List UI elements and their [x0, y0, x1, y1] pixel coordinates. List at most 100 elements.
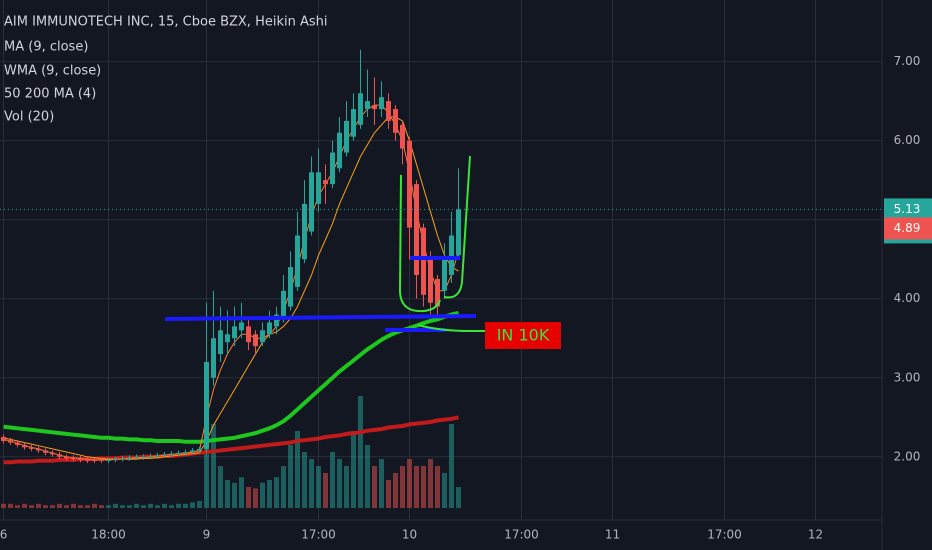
- volume-bar: [379, 459, 384, 508]
- candle-body: [253, 334, 258, 347]
- legend-entry: 50 200 MA (4): [4, 87, 96, 102]
- freehand-stroke: [417, 324, 486, 332]
- candle-body: [1, 437, 6, 441]
- volume-bar: [232, 482, 237, 508]
- volume-bar: [330, 452, 335, 508]
- volume-bar: [414, 466, 419, 508]
- volume-bar: [393, 473, 398, 508]
- volume-bar: [456, 487, 461, 508]
- volume-bar: [421, 466, 426, 508]
- volume-bar: [190, 502, 195, 508]
- volume-bar: [407, 459, 412, 508]
- price-tag-label: 5.13: [894, 202, 921, 216]
- volume-bar: [43, 505, 48, 508]
- candle-body: [106, 459, 111, 461]
- candle-body: [428, 259, 433, 303]
- volume-bar: [155, 505, 160, 508]
- legend-entry: Vol (20): [4, 110, 54, 125]
- freehand-stroke: [398, 174, 441, 313]
- candle-body: [99, 459, 104, 461]
- candle-body: [344, 120, 349, 153]
- x-tick-label: 17:00: [707, 528, 742, 542]
- legend-entry: WMA (9, close): [4, 64, 101, 79]
- y-tick-label: 2.00: [894, 449, 921, 463]
- volume-bar: [295, 431, 300, 508]
- candle-body: [15, 442, 20, 445]
- candle-body: [393, 109, 398, 133]
- volume-bar: [8, 503, 13, 508]
- indicator-line: [3, 116, 459, 460]
- candle-body: [351, 109, 356, 137]
- candle-body: [211, 338, 216, 378]
- candle-body: [29, 447, 34, 449]
- volume-bar: [428, 459, 433, 508]
- y-tick-label: 3.00: [894, 370, 921, 384]
- volume-bar: [365, 445, 370, 508]
- volume-bar: [302, 452, 307, 508]
- volume-bar: [309, 459, 314, 508]
- candle-body: [57, 454, 62, 457]
- candle-body: [337, 132, 342, 169]
- volume-bar: [449, 424, 454, 508]
- candle-body: [435, 278, 440, 307]
- volume-bar: [134, 503, 139, 508]
- candle-body: [400, 124, 405, 149]
- candle-body: [43, 450, 48, 453]
- volume-bar: [260, 482, 265, 508]
- volume-bar: [176, 503, 181, 508]
- x-tick-label: 9: [203, 528, 211, 542]
- freehand-stroke: [443, 155, 471, 299]
- candle-body: [36, 448, 41, 451]
- volume-bar: [239, 477, 244, 508]
- x-tick-label: 12: [808, 528, 823, 542]
- chart-title: AIM IMMUNOTECH INC, 15, Cboe BZX, Heikin…: [4, 15, 327, 30]
- candle-body: [85, 459, 90, 461]
- candle-body: [50, 452, 55, 455]
- candle-body: [225, 334, 230, 343]
- annotation-box: [485, 322, 561, 349]
- x-tick-label: 18:00: [91, 528, 126, 542]
- candle-body: [372, 105, 377, 110]
- volume-bar: [78, 505, 83, 508]
- y-tick-label: 6.00: [894, 133, 921, 147]
- candle-body: [260, 330, 265, 343]
- volume-bar: [71, 503, 76, 508]
- volume-bar: [246, 487, 251, 508]
- volume-bar: [316, 466, 321, 508]
- volume-bar: [358, 396, 363, 508]
- candle-body: [267, 322, 272, 335]
- candle-body: [169, 453, 174, 455]
- volume-bar: [183, 503, 188, 508]
- volume-bar: [113, 503, 118, 508]
- legend-entry: MA (9, close): [4, 40, 88, 55]
- volume-bar: [253, 488, 258, 508]
- volume-bar: [120, 505, 125, 508]
- candle-body: [8, 440, 13, 443]
- candle-body: [456, 209, 461, 256]
- volume-bar: [225, 480, 230, 508]
- candle-body: [197, 448, 202, 451]
- candle-body: [183, 452, 188, 454]
- candle-body: [309, 172, 314, 232]
- volume-bar: [22, 503, 27, 508]
- indicator-line: [3, 310, 459, 444]
- volume-bar: [267, 480, 272, 508]
- volume-bar: [85, 505, 90, 508]
- candle-body: [218, 330, 223, 355]
- x-tick-label: 17:00: [301, 528, 336, 542]
- candle-body: [281, 290, 286, 319]
- candle-body: [64, 456, 69, 459]
- y-tick-label: 7.00: [894, 54, 921, 68]
- volume-bar: [211, 424, 216, 508]
- candle-body: [78, 458, 83, 460]
- volume-bar: [344, 466, 349, 508]
- price-tag: [884, 198, 932, 221]
- volume-bar: [372, 466, 377, 508]
- volume-bar: [1, 503, 6, 508]
- candle-body: [323, 180, 328, 185]
- candle-body: [141, 456, 146, 458]
- candle-body: [386, 101, 391, 121]
